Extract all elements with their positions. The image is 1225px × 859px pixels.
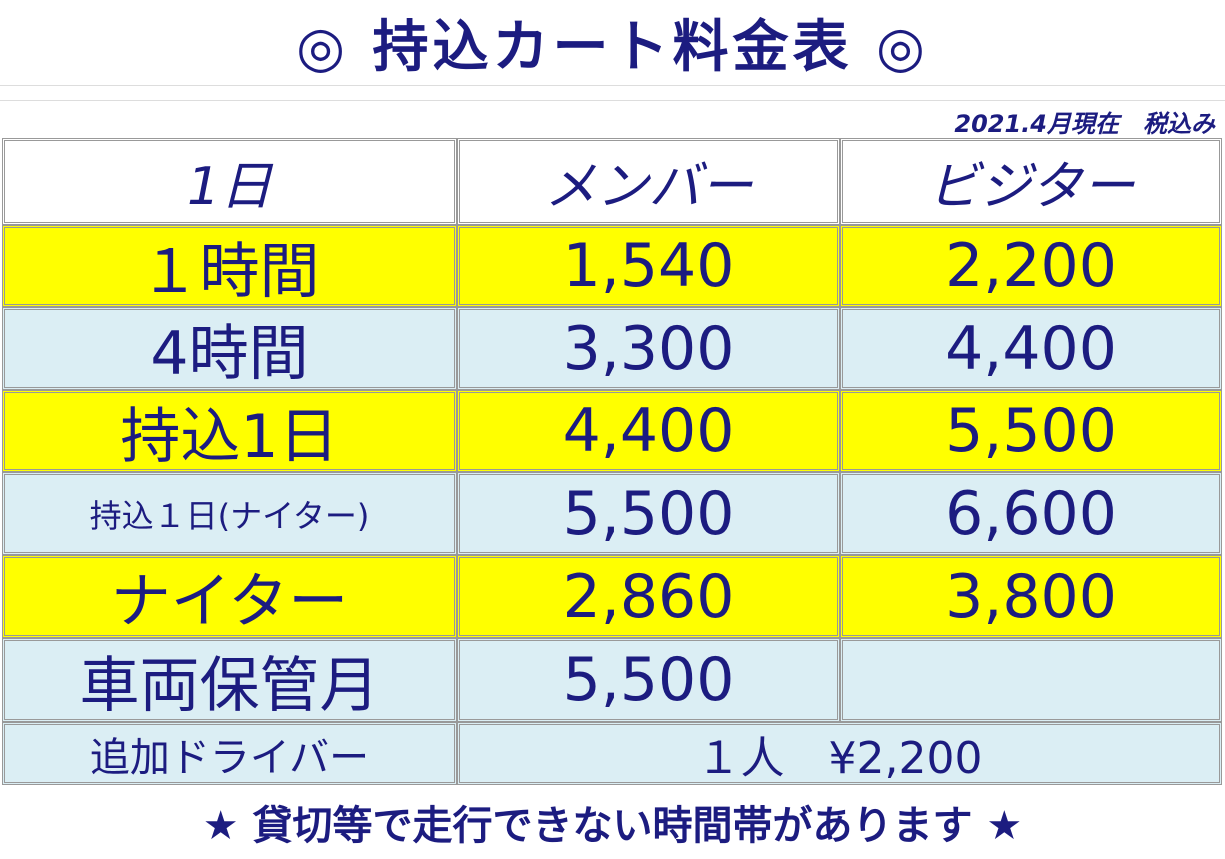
table-cell: 2,860 [457, 555, 840, 638]
table-cell: ナイター [2, 555, 457, 638]
header-cell: 1日 [2, 138, 457, 225]
table-cell: １人 ¥2,200 [457, 722, 1222, 785]
table-cell: 2,200 [840, 225, 1222, 307]
table-cell: 4時間 [2, 307, 457, 390]
table-cell: 3,800 [840, 555, 1222, 638]
empty-cell [840, 638, 1222, 722]
table-cell: １時間 [2, 225, 457, 307]
table-cell: 5,500 [457, 472, 840, 555]
header-cell: メンバー [457, 138, 840, 225]
table-cell: 3,300 [457, 307, 840, 390]
table-cell: 4,400 [840, 307, 1222, 390]
sheet-line [0, 85, 1225, 86]
table-cell: 持込1日 [2, 390, 457, 472]
table-cell: 6,600 [840, 472, 1222, 555]
table-cell: 5,500 [457, 638, 840, 722]
table-cell: 持込１日(ナイター) [2, 472, 457, 555]
table-cell: 5,500 [840, 390, 1222, 472]
table-cell: 追加ドライバー [2, 722, 457, 785]
table-cell: 1,540 [457, 225, 840, 307]
note: 2021.4月現在 税込み [954, 110, 1215, 138]
sheet-line [0, 100, 1225, 101]
table-cell: 車両保管月 [2, 638, 457, 722]
title: ◎ 持込カート料金表 ◎ [296, 15, 929, 80]
table-cell: 4,400 [457, 390, 840, 472]
header-cell: ビジター [840, 138, 1222, 225]
footer: ★ 貸切等で走行できない時間帯があります ★ [202, 803, 1023, 849]
